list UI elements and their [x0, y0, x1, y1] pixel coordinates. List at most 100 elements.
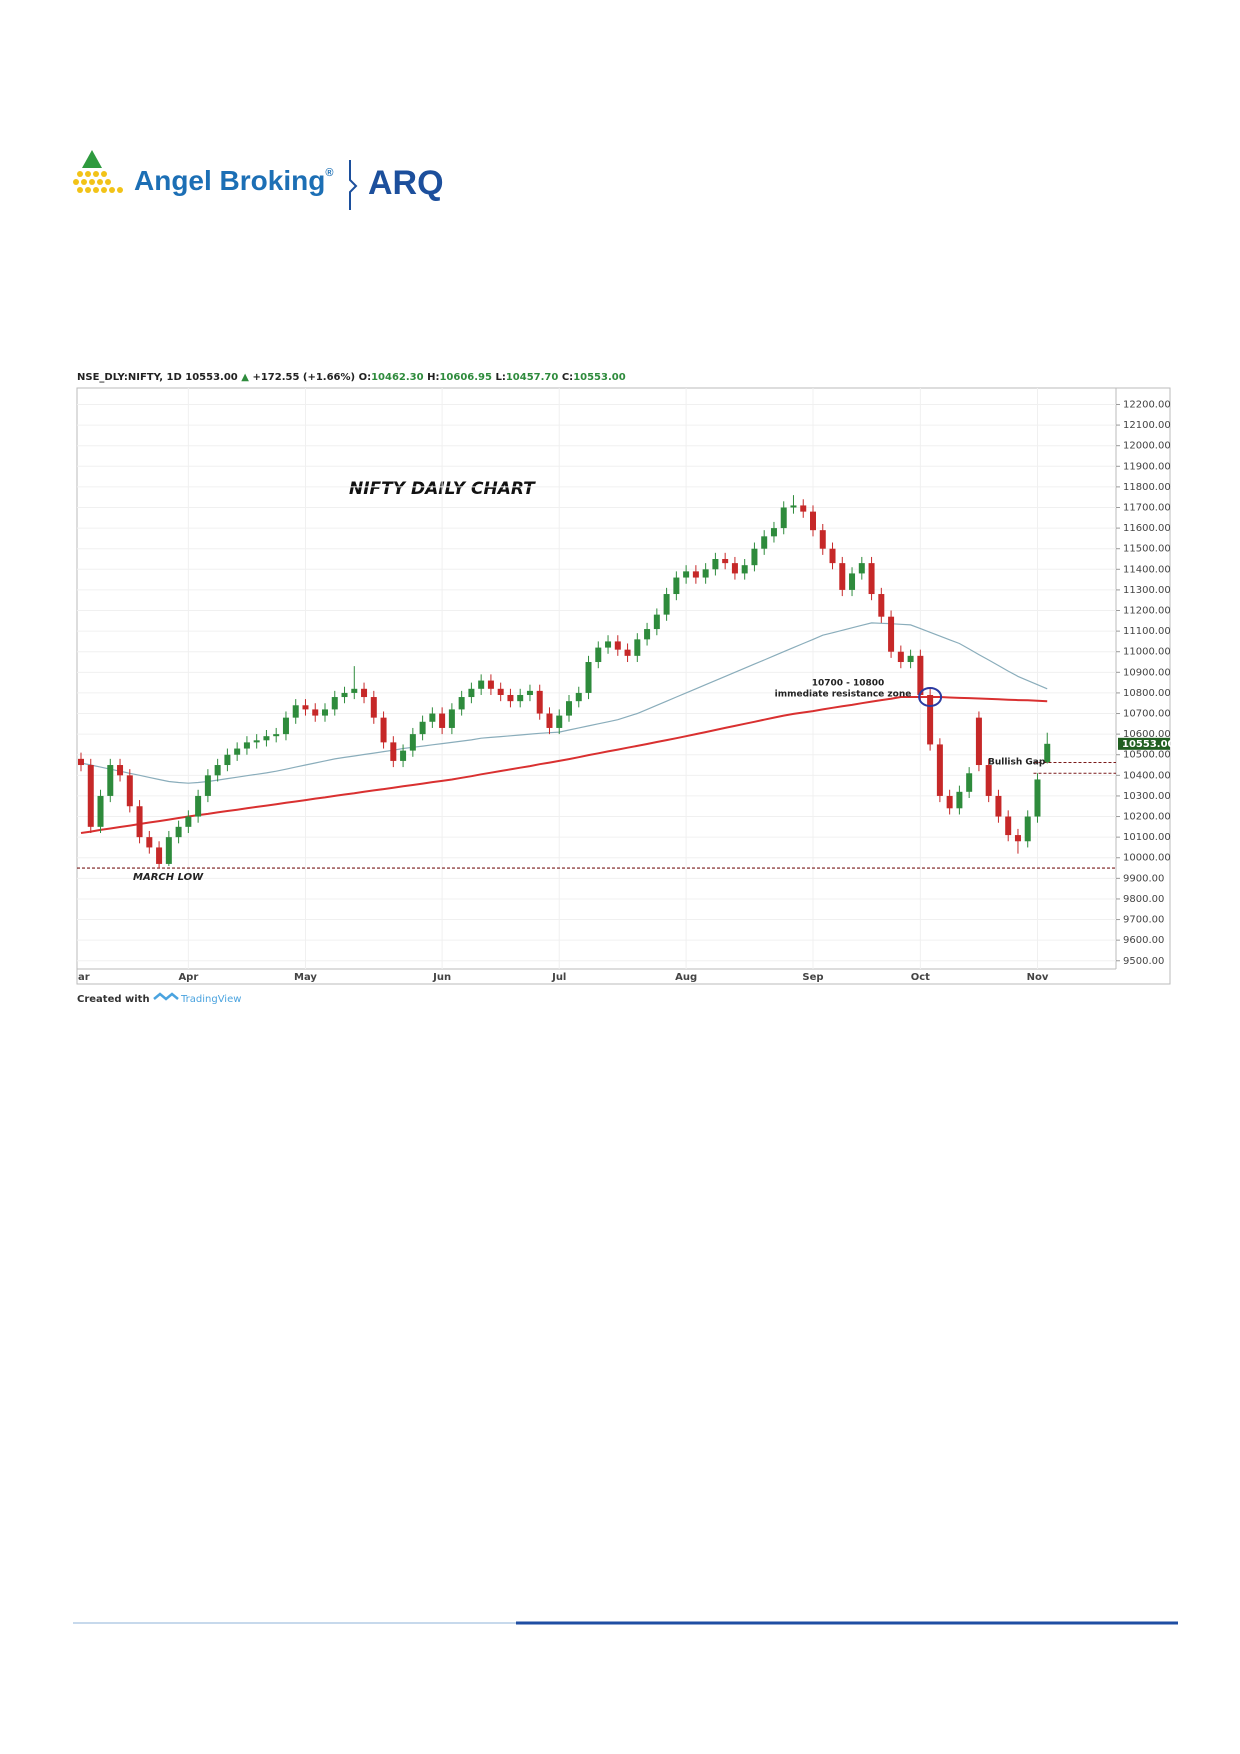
candle-body [165, 837, 172, 864]
candle-body [419, 721, 426, 735]
candle-body [526, 690, 533, 695]
candle-body [312, 709, 319, 716]
candle-body [351, 688, 358, 693]
candle-body [878, 594, 885, 617]
y-tick-label: 9800.00 [1123, 894, 1164, 905]
y-tick-label: 11600.00 [1123, 523, 1171, 534]
candle-body [1044, 743, 1051, 763]
y-tick-label: 11900.00 [1123, 461, 1171, 472]
created-with: Created with [77, 994, 150, 1005]
candle-body [185, 816, 192, 827]
candle-body [87, 765, 94, 827]
x-tick-label: ar [78, 972, 90, 983]
march-low-label: MARCH LOW [133, 872, 204, 883]
candle-body [146, 837, 153, 848]
candle-body [126, 775, 133, 807]
change: +172.55 (+1.66%) [252, 372, 355, 383]
candle-body [497, 688, 504, 695]
candle-body [282, 717, 289, 735]
candle-body [927, 694, 934, 745]
candle-body [770, 528, 777, 537]
candle-body [936, 744, 943, 796]
l-label: L: [495, 372, 505, 383]
candle-body [731, 563, 738, 574]
y-tick-label: 9500.00 [1123, 956, 1164, 967]
candle-body [585, 662, 592, 693]
candle-body [634, 639, 641, 656]
y-tick-label: 9900.00 [1123, 873, 1164, 884]
x-tick-label: Apr [178, 972, 198, 983]
candle-body [868, 563, 875, 595]
candle-body [839, 563, 846, 590]
candle-body [624, 649, 631, 656]
brand: Angel Broking [134, 165, 325, 196]
candle-body [995, 795, 1002, 817]
last: 10553.00 [185, 372, 238, 383]
y-tick-label: 11700.00 [1123, 502, 1171, 513]
candle-body [849, 573, 856, 590]
candle-body [575, 692, 582, 702]
candle-body [536, 690, 543, 714]
y-tick-label: 10600.00 [1123, 729, 1171, 740]
candle-body [819, 530, 826, 549]
candle-body [224, 754, 231, 766]
c-value: 10553.00 [573, 372, 626, 383]
candle-body [907, 655, 914, 663]
candle-body [810, 511, 816, 531]
y-tick-label: 11200.00 [1123, 606, 1171, 617]
candle-body [1024, 816, 1031, 842]
candle-body [117, 765, 124, 776]
candle-body [985, 765, 992, 796]
symbol: NSE_DLY:NIFTY, 1D [77, 372, 182, 383]
candle-body [507, 694, 514, 702]
candle-body [702, 569, 709, 578]
c-label: C: [562, 372, 573, 383]
candle-body [263, 736, 270, 741]
candle-body [429, 713, 436, 722]
candle-body [644, 629, 651, 640]
x-tick-label: Jun [432, 972, 451, 983]
tradingview: TradingView [180, 994, 241, 1005]
logo: Angel Broking® ARQ [73, 150, 444, 210]
candle-body [614, 641, 621, 650]
candle-body [439, 713, 446, 728]
o-value: 10462.30 [371, 372, 424, 383]
chart-header: NSE_DLY:NIFTY, 1D 10553.00 ▲ +172.55 (+1… [77, 372, 626, 383]
candle-body [751, 548, 758, 566]
bullish-gap-label: Bullish Gap [988, 758, 1046, 768]
tradingview-icon [153, 992, 179, 1001]
candle-body [790, 505, 797, 508]
candle-body [302, 705, 309, 710]
y-tick-label: 10900.00 [1123, 667, 1171, 678]
candle-body [204, 775, 211, 796]
x-tick-label: Oct [911, 972, 930, 983]
candle-body [888, 616, 895, 652]
candle-body [946, 795, 953, 809]
logo-product: ARQ [368, 164, 444, 202]
candle-body [273, 734, 280, 737]
y-tick-label: 9600.00 [1123, 935, 1164, 946]
x-tick-label: Nov [1027, 972, 1049, 983]
candle-body [214, 765, 221, 776]
moving-average [80, 696, 1048, 834]
y-tick-label: 9700.00 [1123, 915, 1164, 926]
candle-body [566, 701, 572, 716]
logo-mark-top [82, 150, 102, 168]
candle-body [107, 765, 114, 796]
candle-body [917, 655, 924, 695]
candle-body [858, 563, 865, 574]
resistance-text: immediate resistance zone [775, 690, 912, 700]
candle-body [390, 742, 397, 761]
candle-body [956, 791, 963, 809]
l-value: 10457.70 [506, 372, 559, 383]
candle-body [97, 795, 104, 827]
h-value: 10606.95 [439, 372, 492, 383]
candle-body [1005, 816, 1012, 836]
y-tick-label: 10800.00 [1123, 688, 1171, 699]
candle-body [478, 680, 485, 689]
candle-body [156, 847, 163, 864]
logo-divider [349, 160, 358, 210]
candle-body [556, 715, 563, 728]
o-label: O: [359, 372, 372, 383]
